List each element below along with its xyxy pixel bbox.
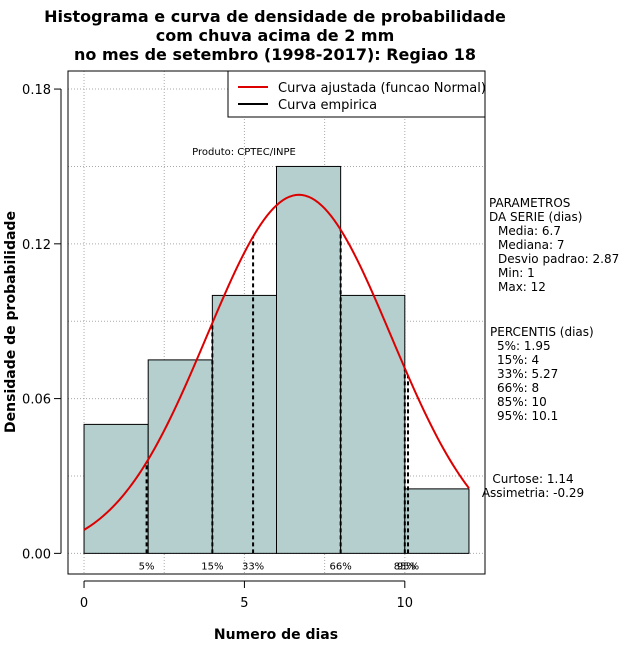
parametros-panel: PARAMETROS DA SERIE (dias) Media: 6.7 Me…	[489, 196, 619, 294]
chart-title-line-1: Histograma e curva de densidade de proba…	[44, 7, 506, 26]
percentis-line: 95%: 10.1	[497, 409, 558, 423]
normal-curve	[83, 193, 470, 531]
parametros-line: Min: 1	[498, 266, 535, 280]
legend-label-empirical: Curva empirica	[278, 98, 377, 113]
percentile-label: 15%	[201, 561, 223, 572]
percentile-label: 95%	[397, 561, 419, 572]
y-tick-label: 0.18	[22, 83, 51, 98]
x-tick-label: 5	[240, 596, 248, 611]
histogram-bars	[83, 165, 470, 554]
percentis-line: 15%: 4	[497, 353, 539, 367]
x-tick-label: 0	[80, 596, 88, 611]
y-tick-label: 0.00	[22, 547, 51, 562]
percentile-label: 33%	[242, 561, 264, 572]
parametros-line: Mediana: 7	[498, 238, 565, 252]
percentis-line: 66%: 8	[497, 381, 539, 395]
chart-title-line-3: no mes de setembro (1998-2017): Regiao 1…	[74, 45, 476, 64]
percentis-line: 85%: 10	[497, 395, 547, 409]
histogram-bar	[211, 294, 278, 554]
parametros-line: Desvio padrao: 2.87	[498, 252, 619, 266]
parametros-heading-2: DA SERIE (dias)	[489, 210, 582, 224]
parametros-line: Max: 12	[498, 280, 546, 294]
chart-title-line-2: com chuva acima de 2 mm	[156, 26, 395, 45]
legend: Curva ajustada (funcao Normal) Curva emp…	[227, 70, 486, 118]
percentile-label: 85%	[394, 561, 416, 572]
percentile-lines: 5% 15% 33% 66% 85%95%	[139, 229, 419, 572]
skewness-stat: Assimetria: -0.29	[482, 486, 584, 500]
legend-label-fitted: Curva ajustada (funcao Normal)	[278, 81, 486, 96]
kurtosis-stat: Curtose: 1.14	[492, 472, 573, 486]
histogram-bar	[340, 294, 406, 554]
y-axis-label: Densidade de probabilidade	[3, 211, 19, 433]
parametros-heading-1: PARAMETROS	[489, 196, 570, 210]
histogram-bar	[276, 165, 342, 554]
y-tick-label: 0.06	[22, 393, 51, 408]
percentile-label: 5%	[139, 561, 155, 572]
percentis-line: 5%: 1.95	[497, 339, 551, 353]
percentis-panel: PERCENTIS (dias) 5%: 1.95 15%: 4 33%: 5.…	[490, 325, 594, 423]
parametros-line: Media: 6.7	[498, 224, 561, 238]
normal-curve-layer	[83, 193, 470, 531]
histogram-bar	[147, 359, 213, 554]
x-axis-label: Numero de dias	[214, 627, 338, 643]
product-annotation: Produto: CPTEC/INPE	[192, 147, 296, 158]
y-axis: 0.00 0.06 0.12 0.18	[22, 83, 62, 562]
percentile-label: 66%	[330, 561, 352, 572]
percentis-line: 33%: 5.27	[497, 367, 558, 381]
histogram-bar	[83, 423, 149, 554]
legend-box	[227, 70, 486, 118]
y-tick-label: 0.12	[22, 238, 51, 253]
x-tick-label: 10	[397, 596, 414, 611]
shape-stats-panel: Curtose: 1.14 Assimetria: -0.29	[482, 472, 584, 500]
x-axis: 0 5 10	[80, 580, 414, 611]
histogram-bar	[404, 488, 470, 554]
percentis-heading: PERCENTIS (dias)	[490, 325, 594, 339]
